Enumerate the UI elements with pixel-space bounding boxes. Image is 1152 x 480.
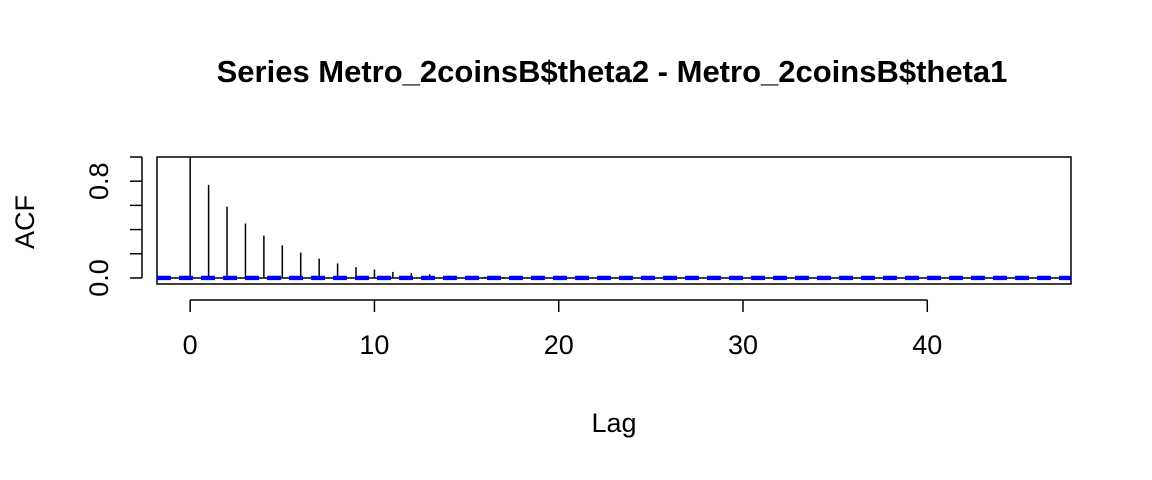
plot-frame [156,156,1072,285]
y-axis-label: ACF [10,195,40,249]
y-axis: 0.0 0.8 [84,156,143,297]
x-tick-label: 0 [183,330,198,360]
y-tick-label: 0.0 [84,259,114,297]
x-tick-label: 30 [728,330,758,360]
x-axis-label: Lag [591,408,636,438]
x-axis: 0 10 20 30 40 [183,299,942,360]
y-tick-label: 0.8 [84,162,114,200]
x-tick-label: 20 [544,330,574,360]
confidence-bounds [157,275,1071,281]
x-tick-label: 10 [359,330,389,360]
x-tick-label: 40 [912,330,942,360]
chart-title: Series Metro_2coinsB$theta2 - Metro_2coi… [217,54,1008,89]
acf-bars [157,157,1071,279]
